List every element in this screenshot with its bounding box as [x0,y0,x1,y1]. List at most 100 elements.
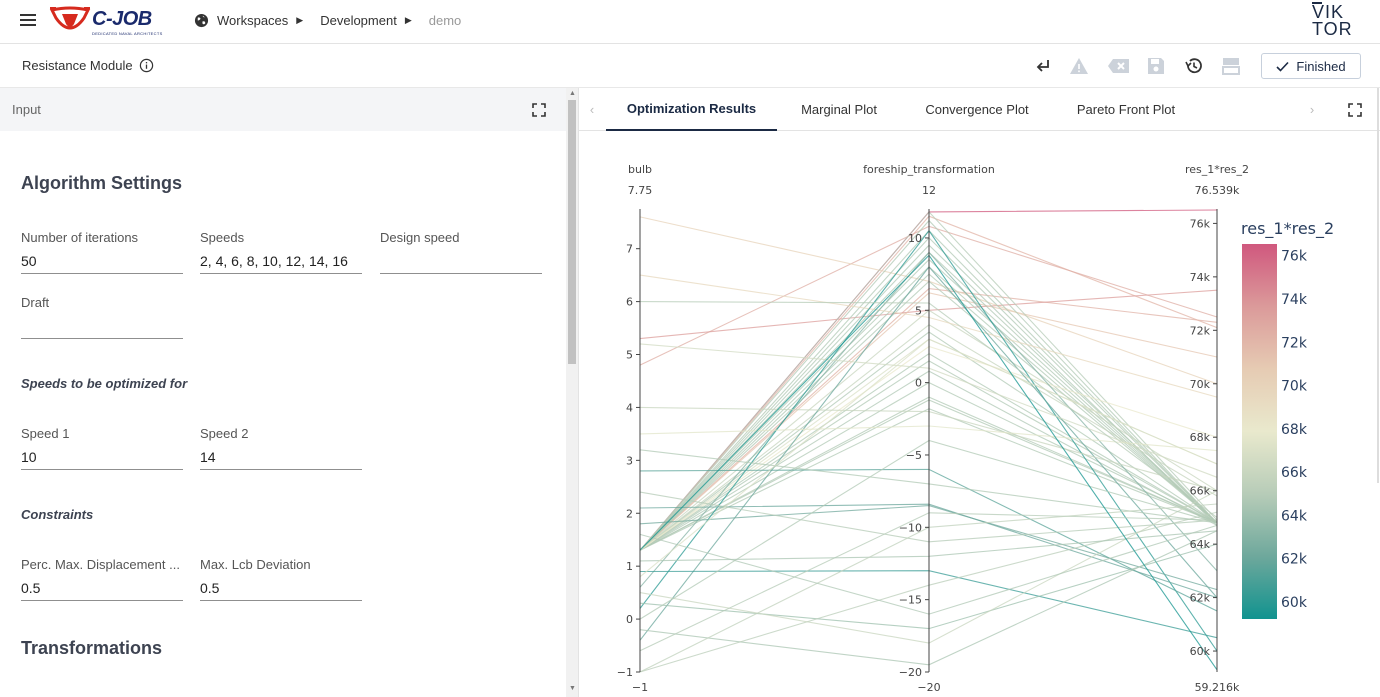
field-label: Perc. Max. Displacement ... [21,557,180,572]
speeds-field[interactable]: Speeds 2, 4, 6, 8, 10, 12, 14, 16 [200,230,362,274]
algorithm-settings-title: Algorithm Settings [21,173,182,193]
colorbar-tick-label: 76k [1281,249,1308,265]
speed-2-field[interactable]: Speed 2 14 [200,426,362,470]
viktor-logo-line2: TOR [1312,19,1353,39]
expand-icon[interactable] [532,103,546,117]
design-speed-field[interactable]: Design speed [380,230,542,274]
window-edge [1377,88,1379,483]
speeds-optimized-title: Speeds to be optimized for [21,376,188,391]
axis-tick-label: 5 [915,304,922,317]
scroll-thumb[interactable] [568,100,576,364]
breadcrumb-arrow-icon: ▶ [404,15,412,25]
brand-name: C-JOB [92,8,152,30]
parallel-coordinates-chart[interactable]: bulb7.75−1−101234567foreship_transformat… [579,131,1377,697]
design-speed-input[interactable] [380,252,542,274]
colorbar-tick-label: 66k [1281,465,1308,481]
field-label: Number of iterations [21,230,139,245]
speed-1-input[interactable]: 10 [21,448,183,470]
axis-tick-label: −20 [899,666,922,679]
history-icon[interactable] [1184,56,1204,76]
axis-tick-label: 70k [1190,378,1211,391]
warning-icon[interactable] [1069,56,1089,76]
colorbar-tick-label: 72k [1281,335,1308,351]
colorbar-tick-label: 68k [1281,422,1308,438]
viktor-logo: VIK TOR [1312,2,1353,39]
iterations-input[interactable]: 50 [21,252,183,274]
iterations-field[interactable]: Number of iterations 50 [21,230,183,274]
axis-tick-label: 5 [626,349,633,362]
field-label: Draft [21,295,50,310]
colorbar-gradient [1242,244,1277,619]
axis-range-bottom: −1 [632,681,648,694]
lcb-deviation-input[interactable]: 0.5 [200,579,362,601]
axis-tick-label: 4 [626,401,633,414]
axis-tick-label: 0 [626,613,633,626]
breadcrumb-development[interactable]: Development [320,13,397,28]
colorbar-tick-label: 60k [1281,595,1308,611]
draft-input[interactable] [21,317,183,339]
info-icon[interactable] [139,58,154,73]
breadcrumb: Workspaces ▶ Development ▶ demo [194,13,461,28]
axis-tick-label: 66k [1190,485,1211,498]
field-label: Speed 2 [200,426,249,441]
lcb-deviation-field[interactable]: Max. Lcb Deviation 0.5 [200,557,362,601]
axis-tick-label: 0 [915,377,922,390]
brand-subtitle: DEDICATED NAVAL ARCHITECTS [92,31,163,36]
axis-tick-label: 72k [1190,324,1211,337]
axis-range-bottom: −20 [917,681,940,694]
axis-tick-label: 1 [626,560,633,573]
breadcrumb-workspaces[interactable]: Workspaces [217,13,289,28]
colorbar: res_1*res_2 60k 62k 64k 66k 68k 70k 72k 74k 76k [1241,219,1334,619]
module-toolbar: Resistance Module Finished [0,44,1380,88]
axis-tick-label: −10 [899,521,922,534]
axis-tick-label: −5 [906,449,922,462]
module-title: Resistance Module [22,58,154,73]
axis-tick-label: −15 [899,594,922,607]
axis-tick-label: 64k [1190,538,1211,551]
results-panel: ‹ Optimization Results Marginal Plot Con… [579,88,1380,697]
expand-icon[interactable] [1348,103,1362,117]
scroll-down-icon[interactable]: ▼ [569,685,576,692]
constraints-title: Constraints [21,507,94,522]
tab-scroll-left-icon[interactable]: ‹ [589,102,595,117]
colorbar-tick-label: 70k [1281,379,1308,395]
axis-label: foreship_transformation [863,163,995,176]
axis-range-top: 12 [922,184,936,197]
speed-1-field[interactable]: Speed 1 10 [21,426,183,470]
clear-icon[interactable] [1107,56,1131,76]
speed-2-input[interactable]: 14 [200,448,362,470]
transformations-title: Transformations [21,638,163,658]
hamburger-menu-icon[interactable] [20,14,36,28]
axis-tick-label: −1 [617,666,633,679]
speeds-input[interactable]: 2, 4, 6, 8, 10, 12, 14, 16 [200,252,362,274]
top-bar: C-JOB DEDICATED NAVAL ARCHITECTS Workspa… [0,0,1380,44]
viktor-logo-line1: VIK [1312,2,1345,22]
colorbar-tick-label: 62k [1281,552,1308,568]
return-icon[interactable] [1033,56,1053,76]
module-title-text: Resistance Module [22,58,133,73]
field-label: Speeds [200,230,245,245]
tab-convergence-plot[interactable]: Convergence Plot [925,102,1029,117]
tab-scroll-right-icon[interactable]: › [1309,102,1315,117]
axis-tick-label: 74k [1190,271,1211,284]
draft-field[interactable]: Draft [21,295,183,339]
tab-pareto-front-plot[interactable]: Pareto Front Plot [1076,102,1176,117]
finished-button[interactable]: Finished [1261,53,1361,79]
displacement-input[interactable]: 0.5 [21,579,183,601]
tab-marginal-plot[interactable]: Marginal Plot [801,102,877,117]
displacement-field[interactable]: Perc. Max. Displacement ... 0.5 [21,557,183,601]
axis-range-bottom: 59.216k [1195,681,1240,694]
pane-divider[interactable] [578,88,579,697]
axis-tick-label: 10 [908,232,922,245]
axis-tick-label: 7 [626,243,633,256]
save-icon[interactable] [1146,56,1166,76]
axis-tick-label: 6 [626,296,633,309]
cjob-emblem-icon [49,6,91,30]
axis-tick-label: 76k [1190,217,1211,230]
layout-icon[interactable] [1221,56,1241,76]
axis-tick-label: 3 [626,454,633,467]
cjob-logo[interactable]: C-JOB DEDICATED NAVAL ARCHITECTS [48,4,162,38]
input-scrollbar[interactable]: ▲ ▼ [566,88,578,697]
scroll-up-icon[interactable]: ▲ [569,90,576,97]
tab-optimization-results[interactable]: Optimization Results [606,88,777,131]
